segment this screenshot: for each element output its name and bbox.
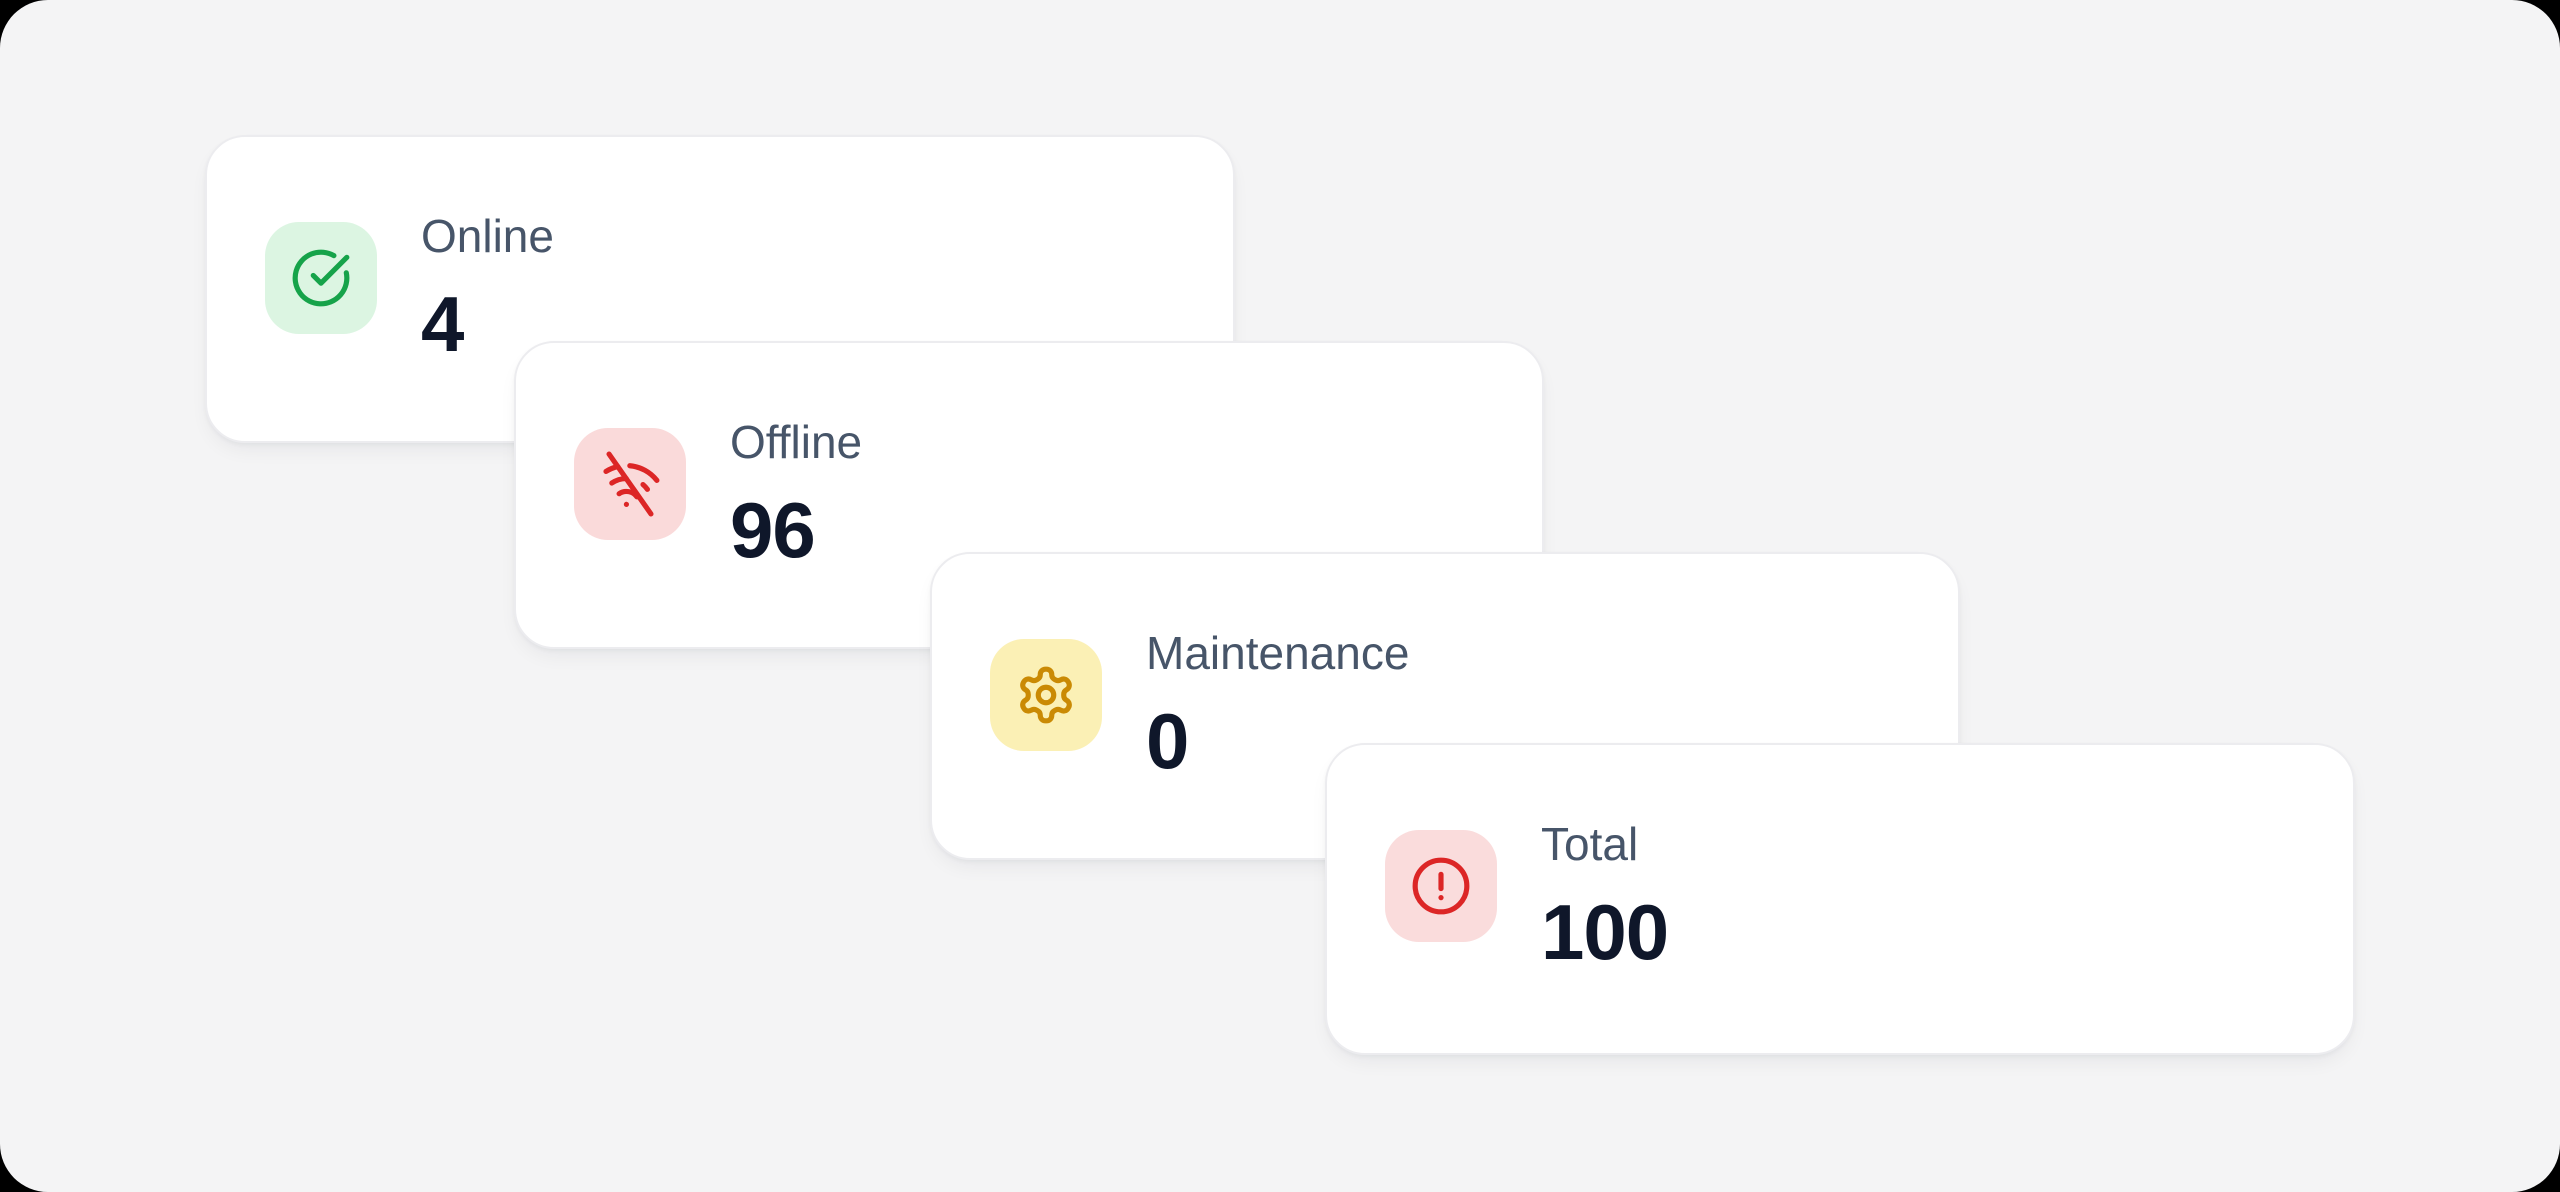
card-value: 0 <box>1146 697 1189 785</box>
gear-icon <box>1020 666 1072 724</box>
card-label: Online <box>421 210 554 262</box>
wifi-off-icon <box>603 451 660 517</box>
alert-circle-icon <box>1412 857 1470 915</box>
card-label: Maintenance <box>1146 627 1410 679</box>
total-icon-badge <box>1385 830 1497 942</box>
online-icon-badge <box>265 222 377 334</box>
total-card-text: Total 100 <box>1541 818 1669 976</box>
maintenance-card-text: Maintenance 0 <box>1146 627 1409 781</box>
card-value: 4 <box>421 280 464 368</box>
card-value: 96 <box>730 486 816 574</box>
offline-icon-badge <box>574 428 686 540</box>
card-label: Total <box>1541 818 1639 870</box>
circle-check-icon <box>292 249 350 307</box>
status-card-total: Total 100 <box>1325 743 2355 1055</box>
offline-card-text: Offline 96 <box>730 416 862 570</box>
maintenance-icon-badge <box>990 639 1102 751</box>
card-label: Offline <box>730 416 863 468</box>
online-card-text: Online 4 <box>421 210 554 364</box>
card-value: 100 <box>1541 888 1669 976</box>
